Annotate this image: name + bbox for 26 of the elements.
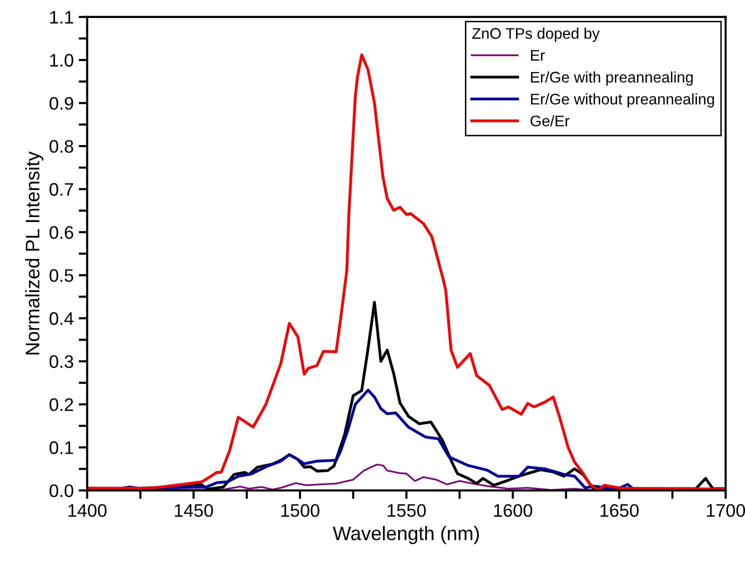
y-tick-label: 0.9 [50,96,74,110]
legend-label: Er/Ge with preannealing [531,71,693,86]
y-tick-label: 0.3 [50,355,74,368]
x-tick-label: 1400 [68,504,107,517]
y-tick-label: 0.6 [50,226,74,239]
y-tick-label: 0.4 [50,312,74,325]
x-tick-label: 1700 [706,504,745,517]
x-tick-label: 1600 [494,504,532,517]
y-tick-label: 0.7 [50,183,74,196]
legend-title: ZnO TPs doped by [472,28,600,42]
y-tick-label: 0.1 [50,441,74,454]
y-tick-label: 1.0 [50,54,74,67]
x-tick-label: 1550 [388,504,426,517]
y-tick-label: 1.1 [50,11,74,24]
x-tick-label: 1500 [281,504,320,517]
legend-label: Ge/Er [530,115,570,126]
x-axis-title: Wavelength (nm) [332,526,479,544]
y-tick-label: 0.2 [50,398,74,412]
y-axis-title: Normalized PL Intensity [25,151,44,354]
y-tick-label: 0.5 [50,269,74,282]
legend-label: Er/Ge without preannealing [531,93,714,108]
legend-label: Er [531,50,545,61]
x-tick-label: 1450 [174,504,213,517]
y-tick-label: 0.8 [50,140,74,153]
x-tick-label: 1650 [600,504,639,517]
y-tick-label: 0.0 [50,484,74,498]
